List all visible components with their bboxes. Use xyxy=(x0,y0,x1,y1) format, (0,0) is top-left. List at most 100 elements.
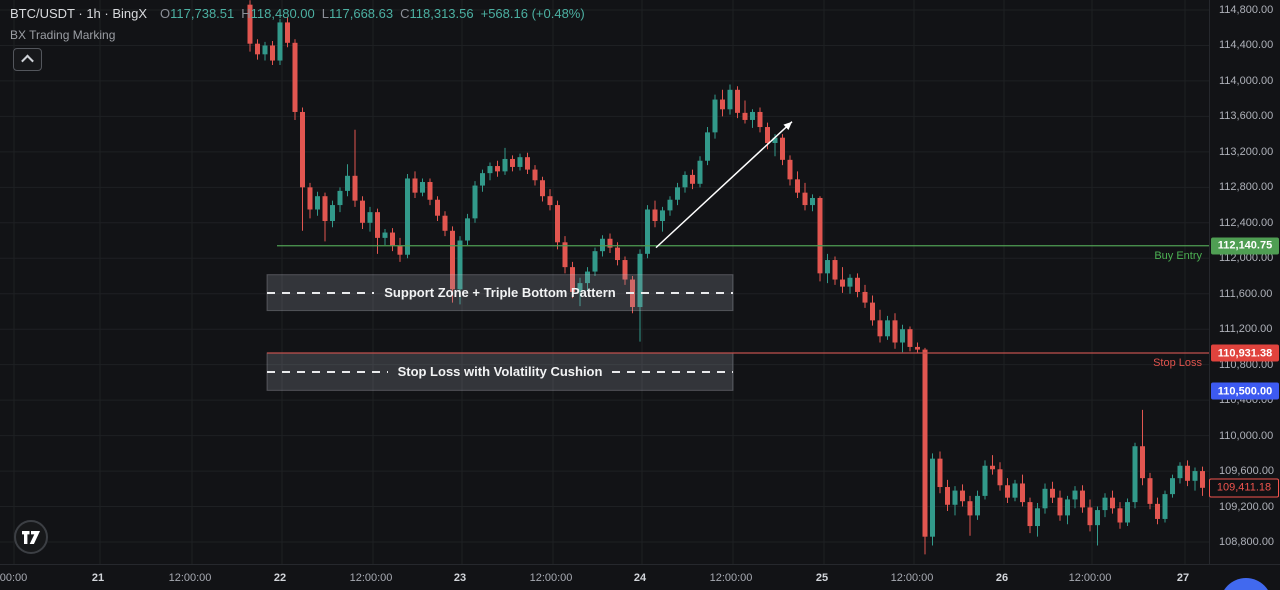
trend-arrow[interactable] xyxy=(655,121,793,249)
candle-body xyxy=(270,45,275,61)
candle-body xyxy=(975,495,980,516)
candle-body xyxy=(450,230,455,290)
candle-body xyxy=(622,260,628,280)
candle-body xyxy=(795,179,800,193)
candle-body xyxy=(720,99,725,110)
low-prefix: L xyxy=(321,6,329,21)
candle-body xyxy=(562,242,568,268)
price-tick-label: 112,400.00 xyxy=(1219,216,1274,229)
price-tick-label: 114,000.00 xyxy=(1219,74,1274,87)
candle-body xyxy=(585,271,590,284)
candle-body xyxy=(1027,502,1033,527)
open-value: 117,738.51 xyxy=(170,6,235,21)
open-prefix: O xyxy=(160,6,171,21)
candle-body xyxy=(765,127,770,143)
time-day-label: 26 xyxy=(995,571,1009,584)
time-axis[interactable]: :00:00 21 12:00:00 22 12:00:00 23 12:00:00 24 12… xyxy=(0,564,1280,590)
stoploss-zone-label[interactable]: Stop Loss with Volatility Cushion xyxy=(267,353,733,390)
candle-body xyxy=(390,232,395,246)
time-day-label: 25 xyxy=(815,571,829,584)
price-tick-label: 108,800.00 xyxy=(1219,536,1275,548)
candle-body xyxy=(1117,508,1123,523)
price-tick-label: 110,800.00 xyxy=(1219,358,1274,371)
collapse-indicator-button[interactable] xyxy=(13,48,42,71)
candle-body xyxy=(330,205,335,222)
candle-body xyxy=(1065,499,1070,516)
candle-body xyxy=(1125,502,1130,523)
candle-body xyxy=(802,192,808,206)
candle-body xyxy=(877,320,883,337)
time-tick-label: :00:00 xyxy=(0,571,28,584)
candle-body xyxy=(855,277,860,292)
candle-body xyxy=(547,196,553,206)
candle-body xyxy=(277,22,283,61)
candle-body xyxy=(697,160,703,184)
candle-body xyxy=(472,185,478,219)
candle-body xyxy=(1177,465,1183,479)
candle-body xyxy=(1072,490,1078,500)
candle-body xyxy=(862,291,868,303)
candle-body xyxy=(1095,510,1100,526)
indicator-name[interactable]: BX Trading Marking xyxy=(10,28,116,42)
candle-body xyxy=(667,199,673,211)
time-day-label: 23 xyxy=(453,571,467,584)
support-zone-label[interactable]: Support Zone + Triple Bottom Pattern xyxy=(267,275,734,311)
candle-body xyxy=(1140,446,1145,479)
candle-body xyxy=(817,197,823,274)
candle-body xyxy=(945,487,950,505)
candle-body xyxy=(457,240,463,290)
candle-body xyxy=(847,277,853,287)
low-value: 117,668.63 xyxy=(329,6,394,21)
candle-body xyxy=(1185,465,1190,481)
zone-dash-left xyxy=(267,370,388,373)
time-tick-label: 12:00:00 xyxy=(529,571,573,584)
candle-body xyxy=(637,253,643,308)
candle-body xyxy=(300,111,305,188)
time-day-label: 27 xyxy=(1176,571,1190,584)
candle-body xyxy=(487,166,493,174)
candle-body xyxy=(840,279,845,287)
candle-body xyxy=(780,137,785,160)
candle-body xyxy=(480,173,485,186)
candle-body xyxy=(337,190,343,206)
candle-body xyxy=(540,180,545,197)
candle-body xyxy=(1170,478,1175,495)
candle-body xyxy=(727,89,733,110)
symbol-legend[interactable]: BTC/USDT · 1h · BingX O117,738.51 H118,48… xyxy=(10,6,585,21)
candle-body xyxy=(495,166,500,172)
candle-body xyxy=(1057,497,1063,516)
price-axis[interactable]: 114,800.00 114,400.00 114,000.00 113,600.00… xyxy=(1209,0,1280,565)
candle-body xyxy=(1087,507,1093,526)
candle-body xyxy=(1155,503,1160,519)
candle-body xyxy=(600,238,605,252)
candle-body xyxy=(1042,488,1048,509)
candle-body xyxy=(517,157,523,167)
price-tick-label: 111,600.00 xyxy=(1219,287,1273,300)
candle-body xyxy=(892,320,898,343)
assistant-fab-button[interactable] xyxy=(1220,578,1272,590)
time-day-label: 24 xyxy=(633,571,647,584)
close-value: 118,313.56 xyxy=(409,6,474,21)
price-tick-label: 111,200.00 xyxy=(1219,323,1273,336)
candle-body xyxy=(1080,490,1085,508)
candle-body xyxy=(532,169,538,181)
candle-body xyxy=(922,349,928,537)
candle-body xyxy=(1110,497,1115,509)
candle-body xyxy=(375,212,380,238)
candle-body xyxy=(397,245,403,255)
candle-body xyxy=(750,111,755,120)
candle-body xyxy=(682,174,688,188)
high-prefix: H xyxy=(241,6,251,21)
tradingview-logo[interactable] xyxy=(14,520,48,554)
candle-body xyxy=(810,197,815,206)
candle-body xyxy=(1020,483,1025,503)
chevron-up-icon xyxy=(21,54,34,68)
time-tick-label: 12:00:00 xyxy=(890,571,934,584)
time-tick-label: 12:00:00 xyxy=(168,571,212,584)
candle-body xyxy=(1050,488,1055,498)
zone-dash-left xyxy=(267,291,375,294)
time-day-label: 22 xyxy=(273,571,287,584)
last-price-badge: 109,411.18 xyxy=(1209,478,1279,498)
time-tick-label: 12:00:00 xyxy=(349,571,393,584)
